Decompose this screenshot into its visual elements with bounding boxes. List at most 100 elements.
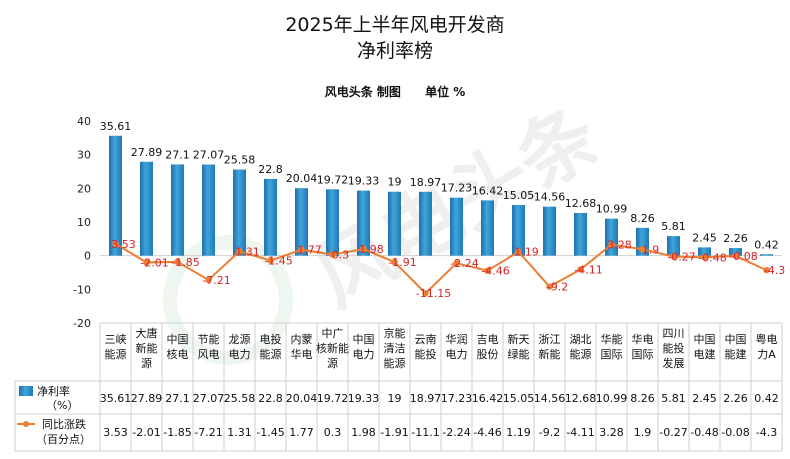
table-yoy-value: 3.53 xyxy=(103,426,128,439)
category-label: 中国核电 xyxy=(167,333,189,361)
table-bar-value: 2.45 xyxy=(692,392,717,405)
yoy-point xyxy=(360,245,367,253)
table-yoy-value: -0.48 xyxy=(690,426,718,439)
table-yoy-value: 0.3 xyxy=(324,426,342,439)
yoy-point xyxy=(484,267,491,274)
yoy-value-label: 1.31 xyxy=(235,245,260,258)
table-yoy-value: -4.11 xyxy=(566,426,594,439)
yoy-point xyxy=(546,283,553,290)
bar-net-margin xyxy=(294,188,309,256)
y-tick-label: 20 xyxy=(77,182,91,195)
bar-net-margin xyxy=(387,191,402,256)
bar-net-margin xyxy=(449,197,464,256)
bar-net-margin xyxy=(697,247,712,256)
yoy-point xyxy=(763,266,770,274)
bar-value-label: 19.72 xyxy=(317,173,349,186)
yoy-point xyxy=(670,253,677,260)
category-label: 中广核新能源 xyxy=(316,327,349,370)
category-label: 湖北能源 xyxy=(570,333,592,361)
yoy-change-line xyxy=(114,242,767,295)
bar-net-margin xyxy=(480,200,495,256)
category-label: 中国电力 xyxy=(353,333,375,361)
yoy-value-label: -2.01 xyxy=(140,256,168,269)
yoy-point xyxy=(639,246,646,253)
yoy-point xyxy=(298,246,305,253)
bar-value-label: 10.99 xyxy=(596,203,628,216)
bar-value-label: 27.07 xyxy=(193,149,225,162)
table-bar-value: 27.07 xyxy=(193,392,225,405)
table-bar-value: 15.05 xyxy=(503,392,535,405)
table-bar-value: 5.81 xyxy=(661,392,686,405)
bar-net-margin xyxy=(108,135,123,256)
category-label: 华电国际 xyxy=(632,332,654,361)
category-label: 华能国际 xyxy=(601,332,623,361)
bar-net-margin xyxy=(573,212,588,256)
bar-net-margin xyxy=(263,178,278,256)
bar-net-margin xyxy=(232,169,247,256)
category-label: 节能风电 xyxy=(198,332,220,361)
table-bar-value: 2.26 xyxy=(723,392,748,405)
yoy-value-label: -4.3 xyxy=(764,264,785,277)
bar-value-label: 27.89 xyxy=(131,146,163,159)
table-yoy-value: -7.21 xyxy=(194,426,222,439)
bar-net-margin xyxy=(170,164,185,256)
yoy-point xyxy=(205,276,212,284)
y-tick-label: -10 xyxy=(73,283,91,296)
bar-value-label: 14.56 xyxy=(534,191,566,204)
yoy-point xyxy=(515,248,522,255)
yoy-value-label: -4.11 xyxy=(574,264,602,277)
bar-net-margin xyxy=(325,189,340,256)
unit-label: 单位 % xyxy=(425,85,466,99)
bar-value-label: 16.42 xyxy=(472,184,504,197)
category-label: 四川能投发展 xyxy=(663,327,685,370)
category-label: 龙源电力 xyxy=(229,332,251,361)
bar-value-label: 27.1 xyxy=(165,148,190,161)
yoy-point xyxy=(422,290,429,297)
table-yoy-value: -0.27 xyxy=(659,426,687,439)
bar-value-label: 35.61 xyxy=(100,120,132,133)
category-label: 粤电力A xyxy=(756,332,778,361)
category-label: 京能清洁能源 xyxy=(384,326,406,370)
table-yoy-value: -9.2 xyxy=(539,426,560,439)
table-yoy-value: 1.31 xyxy=(227,426,252,439)
bar-net-margin xyxy=(728,248,743,256)
yoy-value-label: -1.45 xyxy=(264,255,292,268)
y-tick-label: 40 xyxy=(77,115,91,128)
yoy-point xyxy=(732,252,739,260)
bar-value-label: 0.42 xyxy=(754,238,779,251)
yoy-value-label: 1.98 xyxy=(359,243,384,256)
y-tick-label: 0 xyxy=(84,250,91,263)
yoy-value-label: 3.53 xyxy=(111,238,136,251)
legend-bar-swatch xyxy=(19,386,33,396)
table-bar-value: 16.42 xyxy=(472,392,504,405)
table-bar-value: 17.23 xyxy=(441,392,473,405)
yoy-value-label: -0.48 xyxy=(698,251,726,264)
yoy-point xyxy=(143,259,150,266)
y-tick-label: 30 xyxy=(77,149,91,162)
yoy-value-label: -11.15 xyxy=(416,287,451,300)
bar-net-margin xyxy=(511,204,526,256)
yoy-value-label: 0.3 xyxy=(332,249,350,262)
bar-net-margin xyxy=(542,206,557,256)
yoy-point xyxy=(329,251,336,258)
bar-value-label: 19 xyxy=(388,176,402,189)
yoy-point xyxy=(701,254,708,261)
bar-value-label: 2.45 xyxy=(692,231,717,244)
yoy-point xyxy=(236,248,243,255)
table-yoy-value: -4.3 xyxy=(756,426,777,439)
table-yoy-value: -1.85 xyxy=(163,426,191,439)
yoy-value-label: -4.46 xyxy=(481,265,509,278)
category-label: 吉电股份 xyxy=(477,333,499,361)
legend-line-label: 同比涨跌（百分点） xyxy=(36,417,91,446)
category-label: 大唐新能源 xyxy=(136,326,158,370)
table-bar-value: 20.04 xyxy=(286,392,318,405)
table-yoy-value: 1.98 xyxy=(351,426,376,439)
category-label: 中国能建 xyxy=(725,333,747,361)
bar-net-margin xyxy=(666,236,681,256)
category-label: 华润电力 xyxy=(446,332,468,361)
table-bar-value: 27.89 xyxy=(131,392,163,405)
table-yoy-value: -1.91 xyxy=(380,426,408,439)
table-yoy-value: -0.08 xyxy=(721,426,749,439)
yoy-value-label: 1.19 xyxy=(514,246,539,259)
bar-value-label: 22.8 xyxy=(258,163,283,176)
